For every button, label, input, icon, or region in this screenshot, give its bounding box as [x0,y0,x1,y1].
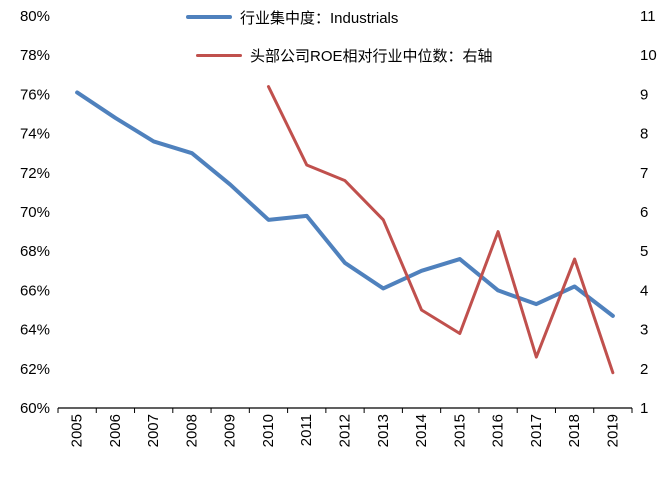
y-axis-right-label: 10 [640,47,657,64]
x-axis-label: 2010 [260,414,277,447]
x-axis-label: 2007 [145,414,162,447]
y-axis-right-label: 11 [640,8,656,25]
y-axis-right-label: 7 [640,165,648,182]
legend-label-roe-median: 头部公司ROE相对行业中位数：右轴 [250,47,493,65]
x-axis-label: 2013 [375,414,392,447]
legend-item-industry-concentration: 行业集中度：Industrials [186,6,493,28]
x-axis-label: 2015 [451,414,468,447]
y-axis-left-label: 76% [20,86,50,103]
x-axis-label: 2014 [413,414,430,447]
y-axis-right-label: 9 [640,86,648,103]
y-axis-right-label: 5 [640,243,648,260]
y-axis-left-label: 70% [20,204,50,221]
y-axis-left-label: 80% [20,8,50,25]
legend-label-industry-concentration: 行业集中度：Industrials [240,9,399,27]
x-axis-label: 2005 [69,414,86,447]
y-axis-right-label: 2 [640,361,648,378]
y-axis-left-label: 64% [20,322,50,339]
y-axis-left-label: 72% [20,165,50,182]
y-axis-right-label: 3 [640,322,648,339]
x-axis-label: 2017 [528,414,545,447]
y-axis-right-label: 6 [640,204,648,221]
y-axis-left-label: 62% [20,361,50,378]
y-axis-left-label: 66% [20,282,50,299]
legend-line-blue [186,15,232,19]
x-axis-label: 2012 [337,414,354,447]
x-axis-label: 2018 [566,414,583,447]
y-axis-left-label: 74% [20,126,50,143]
legend-line-red [196,53,242,57]
y-axis-right-label: 8 [640,126,648,143]
y-axis-left-label: 60% [20,400,50,417]
y-axis-left-label: 78% [20,47,50,64]
x-axis-label: 2016 [490,414,507,447]
series-line-0 [75,90,615,318]
y-axis-left-label: 68% [20,243,50,260]
series-line-1 [266,85,615,375]
x-axis-label: 2006 [107,414,124,447]
x-axis-label: 2019 [604,414,621,447]
chart-legend: 行业集中度：Industrials 头部公司ROE相对行业中位数：右轴 [186,6,493,82]
x-axis-label: 2009 [222,414,239,447]
y-axis-right-label: 1 [640,400,648,417]
x-axis-label: 2011 [298,414,315,446]
y-axis-right-label: 4 [640,282,648,299]
x-axis-label: 2008 [183,414,200,447]
legend-item-roe-median: 头部公司ROE相对行业中位数：右轴 [196,44,493,66]
